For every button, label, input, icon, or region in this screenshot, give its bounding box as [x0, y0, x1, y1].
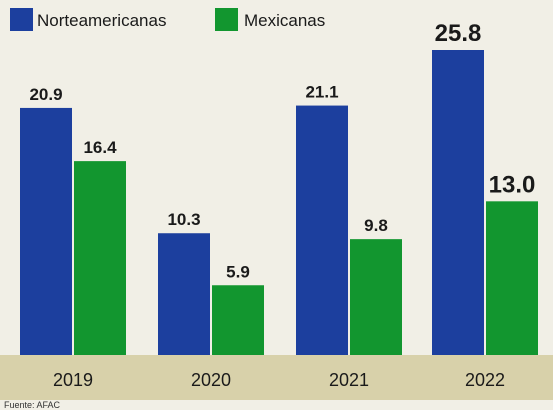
legend-swatch-1	[215, 8, 238, 31]
data-label-2019-0: 20.9	[29, 85, 62, 104]
bar-2020-1	[212, 285, 264, 355]
value-labels-group: 20.9 16.4 10.3 5.9 21.1 9.8 25.8 13.0	[29, 20, 535, 281]
bar-2021-1	[350, 239, 402, 355]
bar-2020-0	[158, 233, 210, 355]
data-label-2022-0: 25.8	[435, 20, 482, 47]
bar-2022-0	[432, 50, 484, 355]
legend-swatch-0	[10, 8, 33, 31]
tick-label-2020: 2020	[191, 370, 231, 390]
legend-label-0: Norteamericanas	[37, 11, 166, 30]
data-label-2020-1: 5.9	[226, 262, 250, 281]
tick-label-2022: 2022	[465, 370, 505, 390]
tick-label-2019: 2019	[53, 370, 93, 390]
bars-group	[20, 50, 538, 355]
source-note: Fuente: AFAC	[4, 400, 61, 410]
data-label-2021-1: 9.8	[364, 216, 388, 235]
data-label-2021-0: 21.1	[305, 83, 338, 102]
data-label-2022-1: 13.0	[489, 171, 536, 198]
legend-label-1: Mexicanas	[244, 11, 325, 30]
bar-2019-0	[20, 107, 72, 355]
tick-label-2021: 2021	[329, 370, 369, 390]
axis-band	[0, 355, 553, 400]
data-label-2020-0: 10.3	[167, 210, 200, 229]
bar-2022-1	[486, 201, 538, 355]
x-axis-ticks: 2019 2020 2021 2022	[53, 370, 505, 390]
legend: Norteamericanas Mexicanas	[10, 8, 325, 31]
bar-2019-1	[74, 161, 126, 355]
bar-2021-0	[296, 105, 348, 355]
data-label-2019-1: 16.4	[83, 138, 117, 157]
